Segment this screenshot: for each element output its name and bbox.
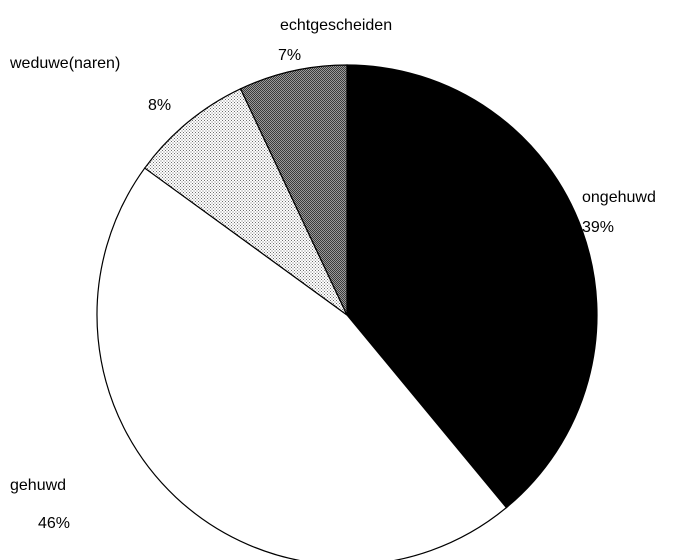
pie-slices [96,64,598,560]
pie-slice-weduwe-naren [143,87,348,316]
pie-slice-echtgescheiden [239,64,348,316]
label-echtgescheiden: echtgescheiden [280,17,392,34]
value-label-ongehuwd: 39% [582,219,614,236]
value-label-echtgescheiden: 7% [278,47,301,64]
label-weduwe-naren: weduwe(naren) [9,55,120,72]
label-gehuwd: gehuwd [10,477,66,494]
pie-slice-ongehuwd [346,64,598,509]
value-label-gehuwd: 46% [38,515,70,532]
label-ongehuwd: ongehuwd [582,189,656,206]
value-label-weduwe-naren: 8% [148,97,171,114]
pie-slice-gehuwd [96,167,508,560]
